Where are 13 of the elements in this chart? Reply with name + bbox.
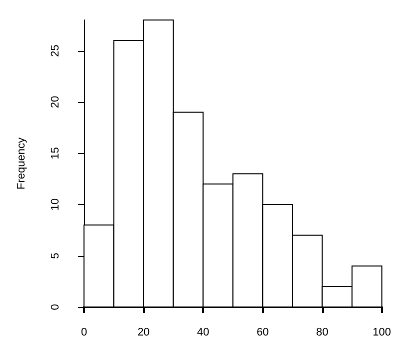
x-tick-label: 80: [316, 326, 328, 338]
x-tick-label: 20: [137, 326, 150, 338]
y-tick-label: 0: [50, 304, 62, 310]
y-axis-title: Frequency: [16, 137, 28, 190]
y-tick-label: 25: [50, 44, 62, 57]
x-tick-label: 100: [372, 326, 392, 338]
y-tick-label: 10: [50, 198, 62, 211]
x-tick-label: 40: [197, 326, 210, 338]
y-tick-label: 15: [50, 147, 62, 160]
x-tick-label: 60: [256, 326, 269, 338]
x-tick-label: 0: [80, 326, 88, 338]
y-tick-label: 20: [50, 96, 62, 108]
y-tick-label: 5: [50, 252, 62, 259]
